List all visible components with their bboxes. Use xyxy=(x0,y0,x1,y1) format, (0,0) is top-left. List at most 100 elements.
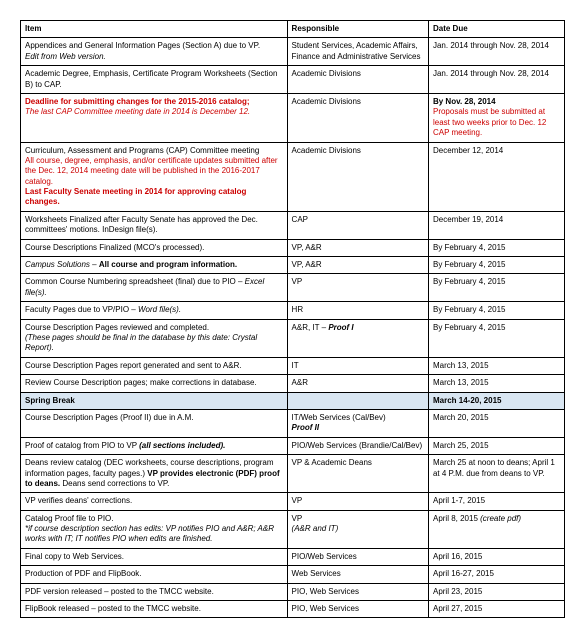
cell-item: Curriculum, Assessment and Programs (CAP… xyxy=(21,142,288,211)
text-fragment: Last Faculty Senate meeting in 2014 for … xyxy=(25,187,246,206)
table-row: Campus Solutions – All course and progra… xyxy=(21,257,565,274)
table-row: Appendices and General Information Pages… xyxy=(21,38,565,66)
text-fragment: December 19, 2014 xyxy=(433,215,503,224)
cell-resp: VP, A&R xyxy=(287,257,428,274)
text-fragment: Course Description Pages (Proof II) due … xyxy=(25,413,194,422)
text-fragment: PIO, Web Services xyxy=(292,587,359,596)
text-fragment: VP & Academic Deans xyxy=(292,458,372,467)
cell-resp xyxy=(287,392,428,409)
text-fragment: *if course description section has edits… xyxy=(25,524,274,543)
cell-resp: Student Services, Academic Affairs, Fina… xyxy=(287,38,428,66)
table-row: Spring Break March 14-20, 2015 xyxy=(21,392,565,409)
cell-resp: PIO, Web Services xyxy=(287,601,428,618)
cell-item: Course Description Pages reviewed and co… xyxy=(21,319,288,357)
cell-resp: A&R xyxy=(287,375,428,392)
cell-resp: Web Services xyxy=(287,566,428,583)
text-fragment: Campus Solutions xyxy=(25,260,90,269)
cell-item: Worksheets Finalized after Faculty Senat… xyxy=(21,211,288,239)
cell-item: FlipBook released – posted to the TMCC w… xyxy=(21,601,288,618)
text-fragment: March 25 at noon to deans; April 1 at 4 … xyxy=(433,458,555,477)
text-fragment: Deadline for submitting changes for the … xyxy=(25,97,250,106)
table-row: Deadline for submitting changes for the … xyxy=(21,93,565,142)
cell-date: April 16-27, 2015 xyxy=(428,566,564,583)
text-fragment: By February 4, 2015 xyxy=(433,277,505,286)
text-fragment: – xyxy=(90,260,99,269)
cell-date: April 1-7, 2015 xyxy=(428,493,564,510)
cell-date: March 20, 2015 xyxy=(428,409,564,437)
text-fragment: IT/Web Services (Cal/Bev) xyxy=(292,413,386,422)
cell-item: Deans review catalog (DEC worksheets, co… xyxy=(21,455,288,493)
cell-date: April 23, 2015 xyxy=(428,583,564,600)
text-fragment: Proposals must be submitted at least two… xyxy=(433,107,546,137)
table-row: FlipBook released – posted to the TMCC w… xyxy=(21,601,565,618)
text-fragment: IT xyxy=(292,361,299,370)
cell-date: By February 4, 2015 xyxy=(428,302,564,319)
text-fragment: VP xyxy=(292,277,303,286)
text-fragment: Worksheets Finalized after Faculty Senat… xyxy=(25,215,258,234)
text-fragment: Course Description Pages report generate… xyxy=(25,361,242,370)
cell-date: April 27, 2015 xyxy=(428,601,564,618)
header-responsible: Responsible xyxy=(287,21,428,38)
cell-date: By February 4, 2015 xyxy=(428,257,564,274)
text-fragment: Jan. 2014 through Nov. 28, 2014 xyxy=(433,69,549,78)
text-fragment: The last CAP Committee meeting date in 2… xyxy=(25,107,250,116)
text-fragment: HR xyxy=(292,305,304,314)
text-fragment: By February 4, 2015 xyxy=(433,243,505,252)
text-fragment: March 14-20, 2015 xyxy=(433,396,502,405)
cell-item: PDF version released – posted to the TMC… xyxy=(21,583,288,600)
text-fragment: Appendices and General Information Pages… xyxy=(25,41,260,50)
text-fragment: Common Course Numbering spreadsheet (fin… xyxy=(25,277,245,286)
text-fragment: FlipBook released – posted to the TMCC w… xyxy=(25,604,201,613)
text-fragment: VP verifies deans' corrections. xyxy=(25,496,132,505)
text-fragment: (create pdf) xyxy=(480,514,521,523)
table-row: Curriculum, Assessment and Programs (CAP… xyxy=(21,142,565,211)
cell-item: Appendices and General Information Pages… xyxy=(21,38,288,66)
text-fragment: Spring Break xyxy=(25,396,75,405)
text-fragment: By Nov. 28, 2014 xyxy=(433,97,496,106)
text-fragment: Academic Degree, Emphasis, Certificate P… xyxy=(25,69,277,88)
cell-resp: PIO, Web Services xyxy=(287,583,428,600)
table-row: Catalog Proof file to PIO.*if course des… xyxy=(21,510,565,548)
text-fragment: (A&R and IT) xyxy=(292,524,339,533)
cell-resp: IT xyxy=(287,357,428,374)
table-row: Deans review catalog (DEC worksheets, co… xyxy=(21,455,565,493)
text-fragment: April 23, 2015 xyxy=(433,587,482,596)
text-fragment: Academic Divisions xyxy=(292,69,361,78)
cell-date: April 8, 2015 (create pdf) xyxy=(428,510,564,548)
text-fragment: Proof of catalog from PIO to VP xyxy=(25,441,139,450)
table-row: Academic Degree, Emphasis, Certificate P… xyxy=(21,66,565,94)
cell-resp: PIO/Web Services xyxy=(287,548,428,565)
text-fragment: Academic Divisions xyxy=(292,97,361,106)
text-fragment: April 8, 2015 xyxy=(433,514,480,523)
cell-resp: Academic Divisions xyxy=(287,66,428,94)
text-fragment: All course, degree, emphasis, and/or cer… xyxy=(25,156,278,186)
text-fragment: Jan. 2014 through Nov. 28, 2014 xyxy=(433,41,549,50)
text-fragment: Student Services, Academic Affairs, Fina… xyxy=(292,41,421,60)
cell-item: VP verifies deans' corrections. xyxy=(21,493,288,510)
cell-item: Academic Degree, Emphasis, Certificate P… xyxy=(21,66,288,94)
text-fragment: A&R xyxy=(292,378,308,387)
text-fragment: VP xyxy=(292,514,303,523)
table-row: Proof of catalog from PIO to VP (all sec… xyxy=(21,437,565,454)
cell-resp: Academic Divisions xyxy=(287,142,428,211)
table-row: VP verifies deans' corrections.VPApril 1… xyxy=(21,493,565,510)
cell-resp: VP(A&R and IT) xyxy=(287,510,428,548)
text-fragment: By February 4, 2015 xyxy=(433,305,505,314)
text-fragment: March 25, 2015 xyxy=(433,441,489,450)
cell-item: Final copy to Web Services. xyxy=(21,548,288,565)
text-fragment: By February 4, 2015 xyxy=(433,323,505,332)
text-fragment: March 13, 2015 xyxy=(433,361,489,370)
schedule-table: Item Responsible Date Due Appendices and… xyxy=(20,20,565,618)
table-row: Course Description Pages report generate… xyxy=(21,357,565,374)
table-row: Common Course Numbering spreadsheet (fin… xyxy=(21,274,565,302)
cell-date: March 25 at noon to deans; April 1 at 4 … xyxy=(428,455,564,493)
text-fragment: A&R, IT – xyxy=(292,323,329,332)
cell-resp: VP xyxy=(287,274,428,302)
cell-resp: Academic Divisions xyxy=(287,93,428,142)
table-row: Faculty Pages due to VP/PIO – Word file(… xyxy=(21,302,565,319)
table-row: Final copy to Web Services.PIO/Web Servi… xyxy=(21,548,565,565)
cell-item: Catalog Proof file to PIO.*if course des… xyxy=(21,510,288,548)
text-fragment: Edit from Web version. xyxy=(25,52,106,61)
text-fragment: Proof II xyxy=(292,423,320,432)
text-fragment: (all sections included). xyxy=(139,441,225,450)
